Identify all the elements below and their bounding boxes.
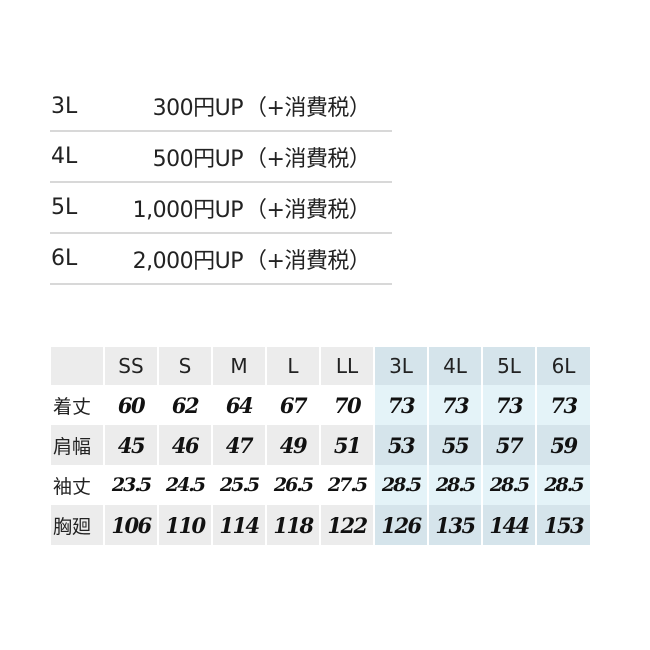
- column-header: LL: [319, 347, 374, 385]
- table-cell: 28.5: [535, 465, 590, 505]
- table-cell: 24.5: [157, 465, 212, 505]
- table-cell: 106: [103, 505, 158, 545]
- header-row: SS S M L LL 3L 4L 5L 6L: [51, 347, 590, 385]
- table-cell: 51: [319, 425, 374, 465]
- table-cell: 70: [319, 385, 374, 425]
- table-cell: 28.5: [427, 465, 482, 505]
- size-table: SS S M L LL 3L 4L 5L 6L 着丈 60 62 64 67 70 73 73 73 73 肩幅 45 4…: [51, 347, 590, 545]
- table-cell: 122: [319, 505, 374, 545]
- table-cell: 135: [427, 505, 482, 545]
- column-header: SS: [103, 347, 158, 385]
- surcharge-size: 5L: [51, 195, 78, 220]
- table-cell: 26.5: [265, 465, 320, 505]
- table-cell: 64: [211, 385, 266, 425]
- column-header: 3L: [373, 347, 428, 385]
- surcharge-note: （+消費税）: [245, 146, 371, 172]
- surcharge-row: 4L 500円UP （+消費税）: [50, 132, 392, 183]
- surcharge-size: 6L: [51, 246, 78, 271]
- column-header: S: [157, 347, 212, 385]
- column-header: 6L: [535, 347, 590, 385]
- row-label: 胸廻: [51, 505, 104, 545]
- surcharge-amount: 1,000円UP: [132, 197, 244, 223]
- table-cell: 28.5: [373, 465, 428, 505]
- table-cell: 126: [373, 505, 428, 545]
- surcharge-note: （+消費税）: [245, 197, 371, 223]
- row-label: 袖丈: [51, 465, 104, 505]
- table-cell: 47: [211, 425, 266, 465]
- surcharge-note: （+消費税）: [245, 96, 371, 121]
- surcharge-row: 3L 300円UP （+消費税）: [50, 82, 392, 132]
- column-header: L: [265, 347, 320, 385]
- table-cell: 73: [535, 385, 590, 425]
- table-cell: 46: [157, 425, 212, 465]
- table-cell: 49: [265, 425, 320, 465]
- table-row: 袖丈 23.5 24.5 25.5 26.5 27.5 28.5 28.5 28.5 28.5: [51, 465, 590, 505]
- table-cell: 118: [265, 505, 320, 545]
- table-row: 肩幅 45 46 47 49 51 53 55 57 59: [51, 425, 590, 465]
- table-cell: 55: [427, 425, 482, 465]
- table-cell: 60: [103, 385, 158, 425]
- table-row: 胸廻 106 110 114 118 122 126 135 144 153: [51, 505, 590, 545]
- row-label: 着丈: [51, 385, 104, 425]
- table-cell: 45: [103, 425, 158, 465]
- table-row: 着丈 60 62 64 67 70 73 73 73 73: [51, 385, 590, 425]
- table-cell: 153: [535, 505, 590, 545]
- surcharge-amount: 300円UP: [152, 96, 244, 121]
- table-cell: 114: [211, 505, 266, 545]
- surcharge-size: 3L: [51, 93, 78, 119]
- surcharge-note: （+消費税）: [245, 248, 371, 274]
- table-cell: 62: [157, 385, 212, 425]
- column-header: M: [211, 347, 266, 385]
- table-cell: 67: [265, 385, 320, 425]
- table-cell: 25.5: [211, 465, 266, 505]
- surcharge-list: 3L 300円UP （+消費税） 4L 500円UP （+消費税） 5L 1,000円UP （+…: [50, 82, 392, 285]
- surcharge-size: 4L: [51, 144, 78, 169]
- table-cell: 73: [481, 385, 536, 425]
- table-cell: 144: [481, 505, 536, 545]
- surcharge-row: 5L 1,000円UP （+消費税）: [50, 183, 392, 234]
- table-cell: 110: [157, 505, 212, 545]
- table-cell: 28.5: [481, 465, 536, 505]
- table-cell: 57: [481, 425, 536, 465]
- surcharge-row: 6L 2,000円UP （+消費税）: [50, 234, 392, 285]
- column-header: 4L: [427, 347, 482, 385]
- column-header: [51, 347, 104, 385]
- surcharge-amount: 500円UP: [152, 146, 244, 172]
- table-cell: 27.5: [319, 465, 374, 505]
- surcharge-amount: 2,000円UP: [132, 248, 244, 274]
- table-cell: 53: [373, 425, 428, 465]
- table-cell: 73: [373, 385, 428, 425]
- table-cell: 59: [535, 425, 590, 465]
- table-cell: 23.5: [103, 465, 158, 505]
- column-header: 5L: [481, 347, 536, 385]
- row-label: 肩幅: [51, 425, 104, 465]
- table-cell: 73: [427, 385, 482, 425]
